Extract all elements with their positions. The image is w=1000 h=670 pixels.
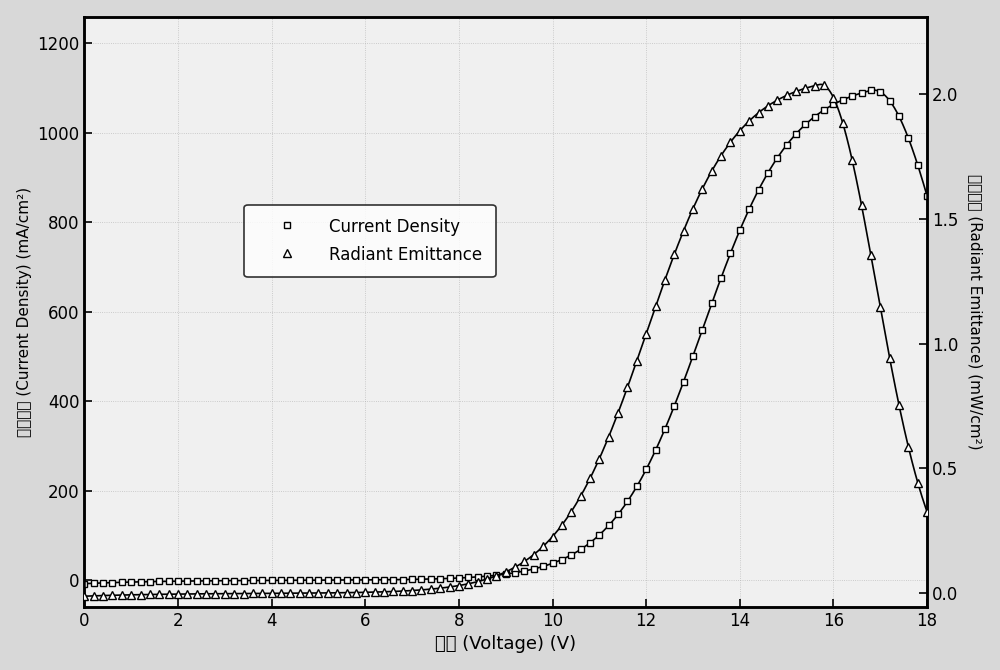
Radiant Emittance [181,590,193,598]
Current Density [181,577,193,585]
Radiant Emittance [294,589,306,597]
Current Density [912,161,924,169]
Current Density [790,130,802,138]
X-axis label: 电压 (Voltage) (V): 电压 (Voltage) (V) [435,635,576,653]
Radiant Emittance [275,590,287,598]
Current Density [78,580,90,588]
Current Density [865,86,877,94]
Current Density [902,134,914,142]
Radiant Emittance [790,88,802,96]
Radiant Emittance [818,81,830,89]
Legend: Current Density, Radiant Emittance: Current Density, Radiant Emittance [244,204,496,277]
Line: Current Density: Current Density [81,87,930,587]
Current Density [921,192,933,200]
Radiant Emittance [912,478,924,486]
Y-axis label: 辐射辐度 (Radiant Emittance) (mW/cm²): 辐射辐度 (Radiant Emittance) (mW/cm²) [968,174,983,450]
Radiant Emittance [78,592,90,600]
Radiant Emittance [902,443,914,451]
Line: Radiant Emittance: Radiant Emittance [81,82,931,600]
Y-axis label: 电流密度 (Current Density) (mA/cm²): 电流密度 (Current Density) (mA/cm²) [17,187,32,437]
Current Density [275,576,287,584]
Current Density [294,576,306,584]
Radiant Emittance [921,508,933,516]
